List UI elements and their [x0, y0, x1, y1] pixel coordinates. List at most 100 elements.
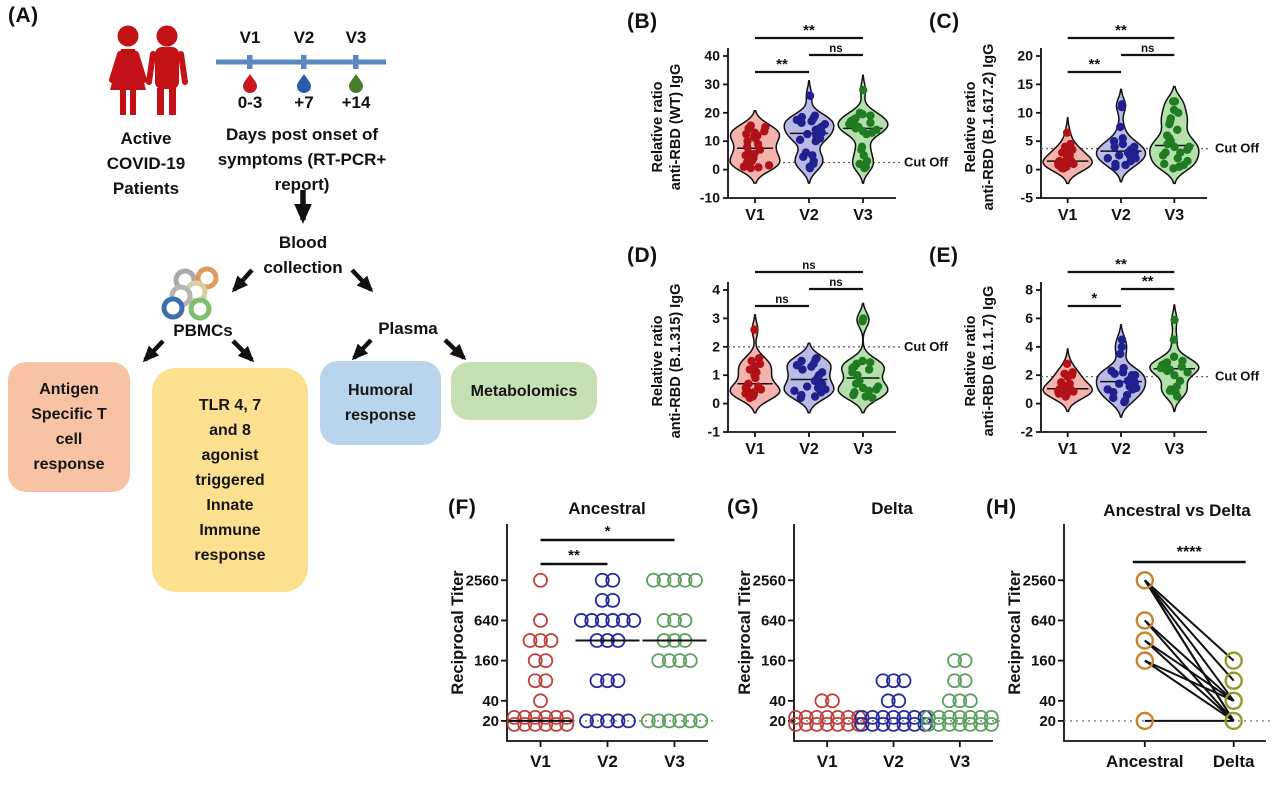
blood-collection-label: Blood collection [263, 233, 343, 277]
violin-v2 [1095, 324, 1147, 418]
svg-text:****: **** [1177, 544, 1203, 561]
ancestral-points [1135, 571, 1155, 731]
svg-text:2560: 2560 [466, 572, 499, 589]
svg-text:5: 5 [1025, 133, 1033, 149]
chart-f-title: Ancestral [568, 499, 646, 518]
svg-text:Relative ratio: Relative ratio [963, 81, 979, 172]
svg-text:anti-RBD (B.1.617.2) IgG: anti-RBD (B.1.617.2) IgG [981, 44, 997, 211]
blood-drop-icon [243, 74, 363, 93]
svg-text:160: 160 [1031, 653, 1056, 670]
violin-v1 [729, 109, 781, 184]
violin-v2 [783, 342, 835, 414]
svg-text:20: 20 [1039, 713, 1056, 730]
violin-v1 [729, 314, 781, 414]
pbmcs-label: PBMCs [173, 321, 233, 340]
svg-text:*: * [605, 523, 611, 540]
panel-h-chart: 20 40 160 640 2560 Reciprocal Titer Ancestral D… [1000, 520, 1278, 783]
svg-text:**: ** [1142, 273, 1154, 290]
svg-text:**: ** [568, 547, 580, 564]
svg-text:V1: V1 [745, 441, 765, 458]
titer-group-v2 [854, 673, 933, 732]
svg-text:**: ** [803, 22, 815, 39]
violin-v2 [1095, 88, 1147, 183]
svg-text:Cut Off: Cut Off [1215, 369, 1260, 384]
svg-text:V1: V1 [745, 207, 765, 224]
flow-box-tlr-innate: TLR 4, 7 and 8 agonist triggered Innate … [152, 368, 308, 592]
flow-box-label: Humoral response [344, 382, 417, 424]
flow-box-label: TLR 4, 7 and 8 agonist triggered Innate … [194, 396, 266, 564]
violin-v1 [1042, 117, 1093, 185]
svg-text:Relative ratio: Relative ratio [650, 81, 666, 172]
svg-text:V1: V1 [817, 752, 838, 771]
svg-text:V3: V3 [949, 752, 970, 771]
chart-h-title: Ancestral vs Delta [1103, 501, 1251, 520]
svg-text:640: 640 [1031, 612, 1056, 629]
violin-v3 [837, 74, 889, 184]
svg-text:V1: V1 [1058, 441, 1078, 458]
svg-text:-2: -2 [1021, 424, 1034, 440]
svg-text:ns: ns [802, 260, 815, 272]
svg-text:15: 15 [1017, 76, 1033, 92]
svg-text:160: 160 [474, 653, 499, 670]
svg-text:40: 40 [1039, 693, 1056, 710]
svg-text:Delta: Delta [1213, 752, 1255, 771]
svg-text:ns: ns [829, 43, 842, 55]
flow-box-label: Metabolomics [470, 382, 578, 400]
svg-text:-1: -1 [708, 424, 721, 440]
panel-e-label: (E) [929, 244, 959, 267]
panel-c-label: (C) [929, 10, 960, 33]
flow-box-antigen-t-cell: Antigen Specific T cell response [8, 362, 130, 492]
flow-box-metabolomics: Metabolomics [451, 362, 597, 420]
svg-text:10: 10 [1017, 104, 1033, 120]
violin-plot-D: -1 0 1 2 3 4 Relative ratio anti-RBD (B.1.315) … [650, 260, 949, 458]
svg-text:Ancestral: Ancestral [1106, 752, 1183, 771]
svg-text:2: 2 [1025, 367, 1033, 383]
flow-box-label: Antigen Specific T cell response [31, 381, 107, 473]
panel-f-chart: 20 40 160 640 2560 Reciprocal Titer V1 V2 V3 ** * [435, 520, 720, 783]
svg-text:V1: V1 [1058, 207, 1078, 224]
svg-text:Cut Off: Cut Off [904, 155, 949, 170]
svg-text:4: 4 [1025, 338, 1033, 354]
svg-text:**: ** [1115, 256, 1127, 273]
svg-text:**: ** [1115, 22, 1127, 39]
patients-icon [109, 25, 188, 115]
panel-d-label: (D) [627, 244, 658, 267]
svg-text:V3: V3 [1165, 207, 1185, 224]
panel-g-label: (G) [727, 496, 759, 519]
violin-v2 [783, 80, 835, 184]
svg-text:Cut Off: Cut Off [904, 339, 949, 354]
timeline-day-v2: +7 [294, 93, 314, 112]
titer-group-v3 [640, 572, 709, 729]
svg-text:0: 0 [1025, 395, 1033, 411]
svg-text:Relative ratio: Relative ratio [650, 315, 666, 406]
svg-text:V2: V2 [597, 752, 618, 771]
svg-text:anti-RBD (WT) IgG: anti-RBD (WT) IgG [668, 64, 684, 190]
svg-text:Cut Off: Cut Off [1215, 141, 1260, 156]
timeline-day-v3: +14 [341, 93, 371, 112]
plasma-label: Plasma [378, 319, 438, 338]
svg-text:8: 8 [1025, 282, 1033, 298]
svg-text:**: ** [1088, 56, 1100, 73]
panel-h-label: (H) [986, 496, 1017, 519]
svg-text:V2: V2 [799, 441, 819, 458]
svg-text:V2: V2 [883, 752, 904, 771]
svg-text:40: 40 [769, 693, 786, 710]
violin-v3 [1149, 304, 1200, 413]
svg-text:1: 1 [712, 367, 720, 383]
svg-text:V2: V2 [1111, 207, 1131, 224]
violin-v3 [837, 302, 889, 414]
svg-text:V2: V2 [799, 207, 819, 224]
svg-text:6: 6 [1025, 310, 1033, 326]
svg-text:640: 640 [474, 612, 499, 629]
svg-text:V3: V3 [853, 207, 873, 224]
svg-text:2560: 2560 [753, 572, 786, 589]
titer-group-v3 [920, 653, 999, 732]
flow-box-humoral: Humoral response [320, 361, 441, 445]
svg-text:V3: V3 [853, 441, 873, 458]
timeline-graphic [216, 55, 386, 93]
svg-text:**: ** [776, 56, 788, 73]
